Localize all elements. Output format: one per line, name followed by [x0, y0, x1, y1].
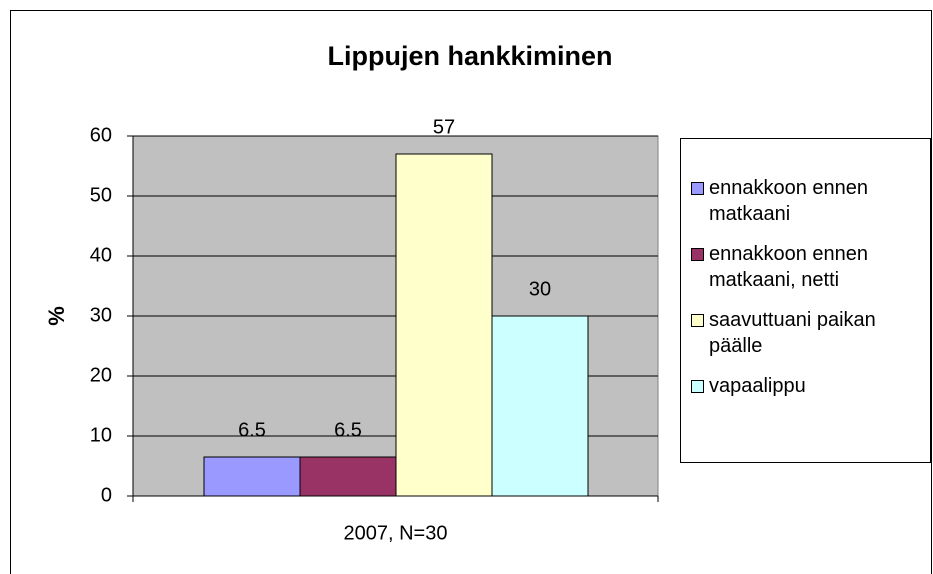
y-tick-label: 40: [90, 244, 112, 266]
bar: [491, 315, 589, 497]
bar: [299, 456, 397, 497]
legend-item: saavuttuani paikan päälle: [691, 307, 930, 359]
chart-border: [10, 10, 932, 574]
legend-swatch: [691, 314, 704, 327]
legend-item: vapaalippu: [691, 373, 930, 399]
data-label: 57: [433, 116, 455, 138]
bar: [203, 456, 301, 497]
legend-swatch: [691, 380, 704, 393]
legend: ennakkoon ennen matkaani ennakkoon ennen …: [680, 138, 931, 463]
y-tick-label: 60: [90, 124, 112, 146]
legend-swatch: [691, 182, 704, 195]
y-tick-label: 0: [101, 484, 112, 506]
x-tick-label: 2007, N=30: [344, 522, 448, 544]
legend-label: saavuttuani paikan päälle: [709, 309, 876, 357]
y-tick-label: 10: [90, 424, 112, 446]
legend-item: ennakkoon ennen matkaani: [691, 175, 930, 227]
bar: [395, 153, 493, 497]
data-label: 30: [529, 278, 551, 300]
legend-swatch: [691, 248, 704, 261]
chart-title: Lippujen hankkiminen: [327, 41, 612, 71]
legend-item: ennakkoon ennen matkaani, netti: [691, 241, 930, 293]
data-label: 6.5: [334, 419, 362, 441]
legend-label: ennakkoon ennen matkaani, netti: [709, 243, 869, 291]
legend-label: ennakkoon ennen matkaani: [709, 177, 869, 225]
legend-label: vapaalippu: [709, 375, 806, 397]
y-tick-label: 20: [90, 364, 112, 386]
y-tick-label: 30: [90, 304, 112, 326]
data-label: 6.5: [238, 419, 266, 441]
y-tick-label: 50: [90, 184, 112, 206]
y-axis-label: %: [44, 306, 69, 326]
